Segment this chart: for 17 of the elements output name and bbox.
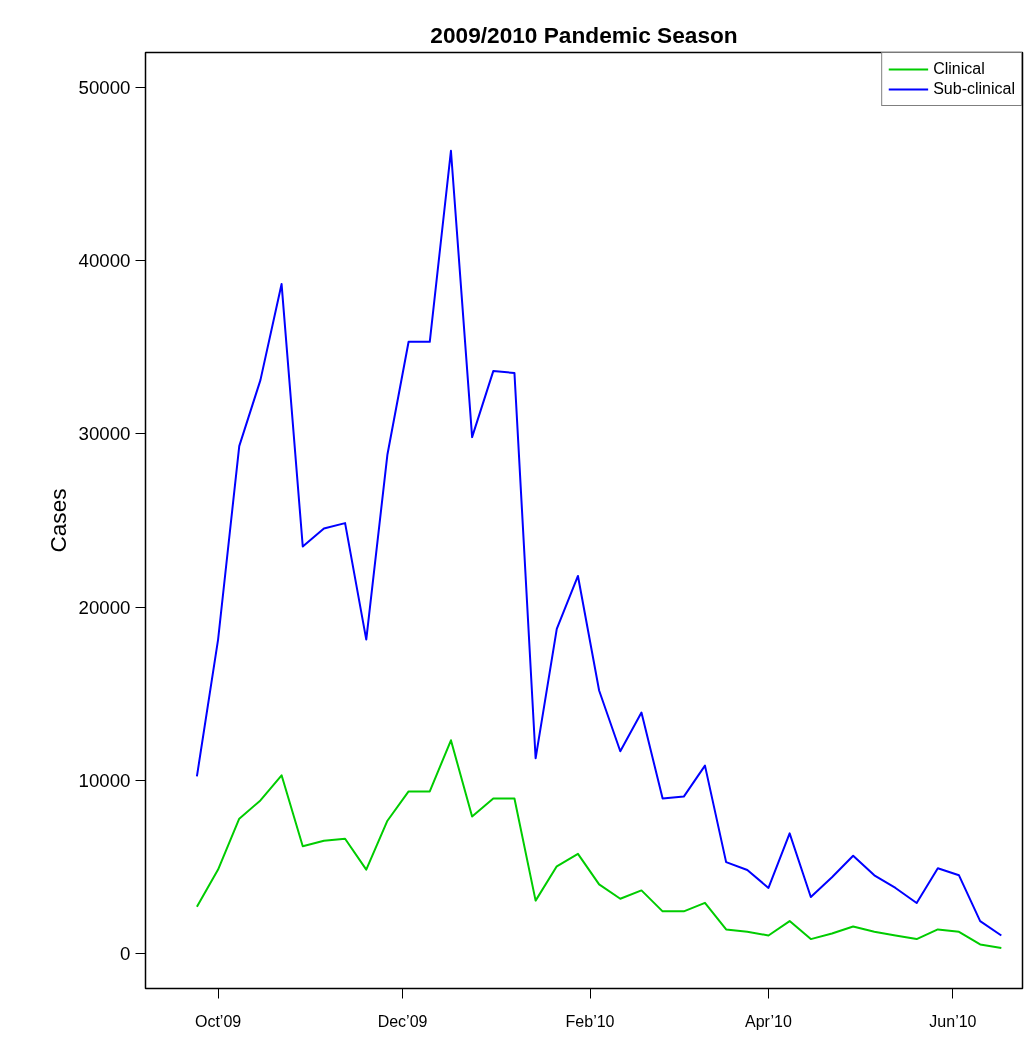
x-tick-label: Apr’10 <box>745 1012 792 1030</box>
chart-title: 2009/2010 Pandemic Season <box>430 21 738 48</box>
y-tick-label: 0 <box>120 943 131 965</box>
y-tick-label: 20000 <box>78 596 131 618</box>
line-series <box>195 149 1003 937</box>
y-axis-title: Cases <box>44 488 71 553</box>
x-tick-label: Feb’10 <box>565 1012 615 1030</box>
legend-label: Clinical <box>933 60 985 78</box>
y-tick-label: 50000 <box>78 76 131 98</box>
x-tick-label: Oct’09 <box>194 1012 242 1030</box>
y-tick-label: 30000 <box>78 423 131 445</box>
line-series <box>195 739 1003 949</box>
y-tick-label: 10000 <box>78 770 131 791</box>
x-tick-label: Dec’09 <box>377 1012 428 1030</box>
x-tick-label: Jun’10 <box>929 1012 977 1030</box>
y-tick-label: 40000 <box>78 250 131 271</box>
legend-label: Sub-clinical <box>933 80 1015 98</box>
